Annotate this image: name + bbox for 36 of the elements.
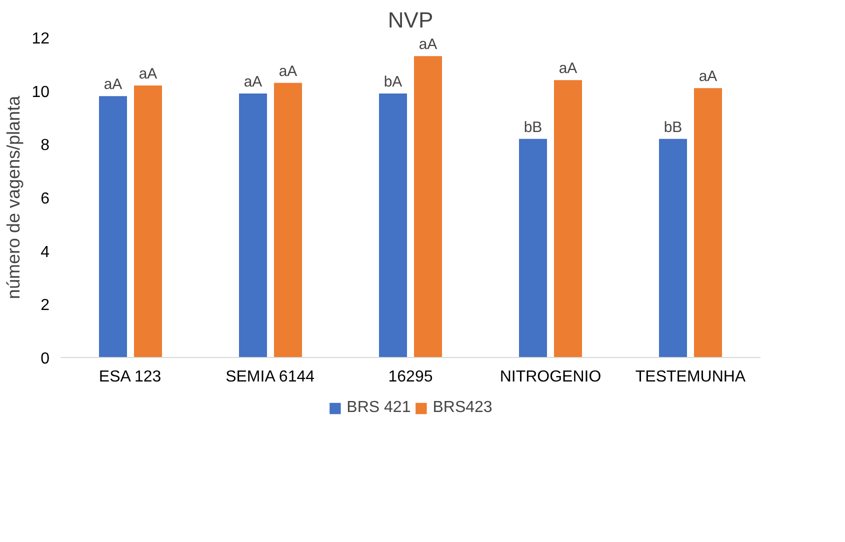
data-label: aA <box>244 74 262 90</box>
legend-label: BRS 421 <box>346 399 411 417</box>
x-tick-label: ESA 123 <box>98 368 162 386</box>
x-tick-label: TESTEMUNHA <box>635 368 746 386</box>
bar <box>519 138 547 358</box>
chart-title: NVP <box>388 8 434 32</box>
bar <box>554 80 582 358</box>
x-tick-label: NITROGENIO <box>500 368 602 386</box>
bar <box>379 94 407 358</box>
data-label: bA <box>384 74 402 90</box>
data-label: aA <box>558 60 578 78</box>
y-tick-label: 0 <box>40 350 50 368</box>
bar <box>239 94 267 358</box>
bar <box>274 82 302 358</box>
y-tick-label: 10 <box>32 84 50 101</box>
y-tick-label: 2 <box>40 297 50 314</box>
data-label: aA <box>138 66 158 82</box>
data-label: aA <box>104 76 122 94</box>
data-label: aA <box>418 36 438 54</box>
y-axis-title: número de vagens/planta <box>4 94 24 300</box>
y-tick-label: 4 <box>40 244 50 261</box>
x-tick-label: 16295 <box>388 368 433 386</box>
data-label: bB <box>664 118 682 136</box>
data-label: aA <box>278 62 298 80</box>
bar <box>694 88 722 358</box>
data-label: bB <box>524 118 542 136</box>
bar <box>134 86 162 358</box>
data-label: aA <box>698 68 718 86</box>
legend-label: BRS423 <box>432 399 492 417</box>
bar <box>414 56 442 358</box>
y-tick-label: 6 <box>40 190 50 208</box>
bar <box>99 96 127 358</box>
bar <box>659 138 687 358</box>
y-tick-label: 8 <box>40 137 50 154</box>
x-tick-label: SEMIA 6144 <box>226 368 315 386</box>
y-tick-label: 12 <box>32 30 50 48</box>
